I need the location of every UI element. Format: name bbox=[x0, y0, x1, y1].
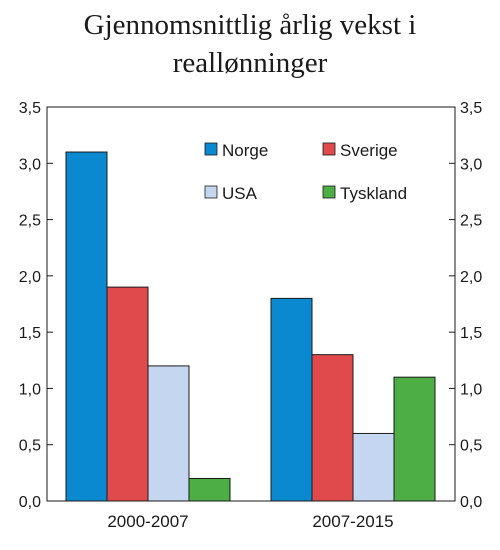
bar-usa-0 bbox=[147, 365, 190, 502]
bar-norge-1 bbox=[270, 297, 313, 502]
legend-swatch-tyskland bbox=[322, 185, 336, 199]
plot-area bbox=[46, 106, 456, 502]
chart-title-line-1: Gjennomsnittlig årlig vekst i bbox=[83, 9, 417, 41]
y-tick-label-left: 3,5 bbox=[19, 100, 41, 117]
legend-swatch-sverige bbox=[322, 142, 336, 156]
legend-label-norge: Norge bbox=[222, 141, 268, 160]
x-category-label: 2000-2007 bbox=[107, 512, 188, 531]
y-axis-right: 0,0 0,5 1,0 1,5 2,0 2,5 3,0 3,5 bbox=[449, 100, 482, 511]
y-tick-label-right: 2,0 bbox=[460, 269, 482, 286]
y-tick-label-left: 2,5 bbox=[19, 213, 41, 230]
x-category-label: 2007-2015 bbox=[312, 512, 393, 531]
legend-label-sverige: Sverige bbox=[340, 141, 398, 160]
y-tick-label-left: 0,5 bbox=[19, 438, 41, 455]
legend: Norge Sverige USA Tyskland bbox=[204, 141, 407, 203]
bar-usa-1 bbox=[352, 432, 395, 502]
legend-label-usa: USA bbox=[222, 184, 258, 203]
y-axis-left: 0,0 0,5 1,0 1,5 2,0 2,5 3,0 3,5 bbox=[19, 100, 53, 511]
y-tick-label-left: 3,0 bbox=[19, 156, 41, 173]
legend-swatch-usa bbox=[204, 185, 218, 199]
legend-swatch-norge bbox=[204, 142, 218, 156]
bars-layer bbox=[65, 151, 436, 502]
bar-tyskland-1 bbox=[393, 376, 436, 502]
y-tick-label-right: 3,5 bbox=[460, 100, 482, 117]
y-tick-label-right: 3,0 bbox=[460, 156, 482, 173]
chart-title-line-2: reallønninger bbox=[172, 47, 328, 79]
x-axis: 2000-2007 2007-2015 bbox=[107, 512, 393, 531]
y-tick-label-left: 1,5 bbox=[19, 325, 41, 342]
y-tick-label-right: 1,5 bbox=[460, 325, 482, 342]
legend-label-tyskland: Tyskland bbox=[340, 184, 407, 203]
y-tick-label-right: 0,0 bbox=[460, 494, 482, 511]
y-tick-label-left: 0,0 bbox=[19, 494, 41, 511]
y-tick-label-right: 0,5 bbox=[460, 438, 482, 455]
bar-sverige-1 bbox=[311, 354, 354, 502]
y-tick-label-right: 1,0 bbox=[460, 381, 482, 398]
y-tick-label-left: 2,0 bbox=[19, 269, 41, 286]
chart-title: Gjennomsnittlig årlig vekst i reallønnin… bbox=[0, 6, 500, 82]
plot-border bbox=[46, 106, 456, 502]
bar-sverige-0 bbox=[106, 286, 149, 502]
y-tick-label-left: 1,0 bbox=[19, 381, 41, 398]
bar-norge-0 bbox=[65, 151, 108, 502]
y-tick-label-right: 2,5 bbox=[460, 213, 482, 230]
bar-tyskland-0 bbox=[188, 477, 231, 502]
